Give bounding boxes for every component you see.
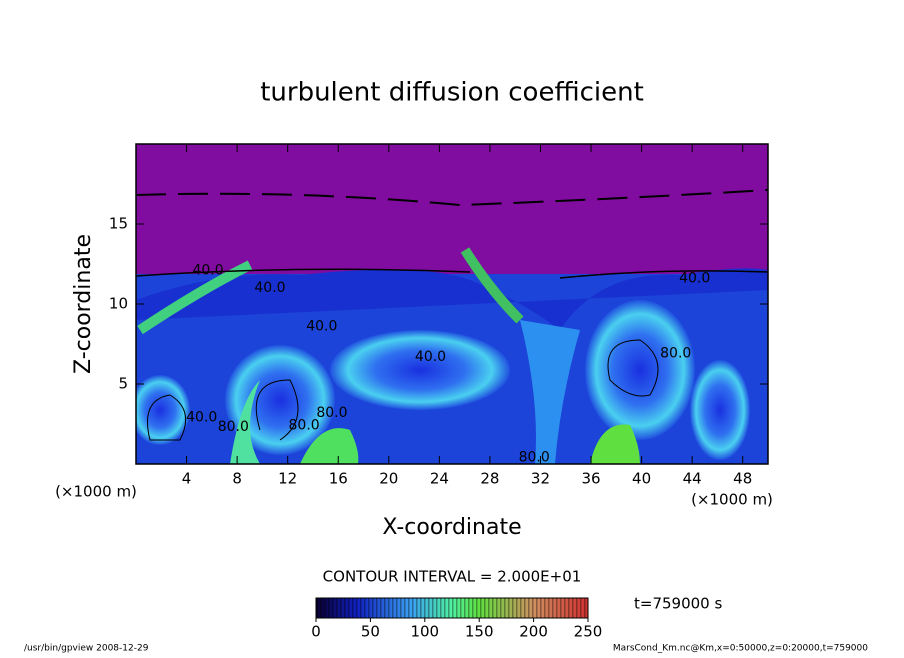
colorbar-tick-label: 50 — [361, 623, 380, 641]
x-tick-label: 44 — [683, 470, 702, 488]
y-unit-label: (×1000 m) — [55, 483, 137, 501]
contour-label: 40.0 — [415, 349, 446, 365]
contour-label: 40.0 — [186, 410, 217, 426]
x-unit-label: (×1000 m) — [691, 491, 773, 509]
y-axis-label: Z-coordinate — [71, 234, 96, 374]
colorbar-frame — [315, 597, 589, 619]
x-tick-label: 8 — [232, 470, 242, 488]
x-axis-label: X-coordinate — [382, 515, 521, 540]
contour-label: 40.0 — [254, 280, 285, 296]
y-tick-label: 15 — [109, 215, 128, 233]
x-tick-label: 12 — [278, 470, 297, 488]
contour-label: 80.0 — [519, 450, 550, 466]
x-tick-label: 36 — [581, 470, 600, 488]
y-tick-label: 10 — [109, 295, 128, 313]
colorbar-tick-label: 100 — [410, 623, 439, 641]
x-tick-label: 40 — [632, 470, 651, 488]
x-tick-label: 28 — [480, 470, 499, 488]
colorbar-tick-label: 250 — [574, 623, 603, 641]
x-tick-label: 24 — [430, 470, 449, 488]
footer-left: /usr/bin/gpview 2008-12-29 — [24, 644, 149, 654]
time-label: t=759000 s — [634, 595, 722, 613]
contour-label: 40.0 — [306, 318, 337, 334]
x-tick-label: 32 — [531, 470, 550, 488]
x-tick-label: 20 — [379, 470, 398, 488]
contour-interval: CONTOUR INTERVAL = 2.000E+01 — [323, 568, 582, 586]
y-tick-label: 5 — [118, 375, 128, 393]
contour-label: 80.0 — [218, 419, 249, 435]
x-tick-label: 4 — [182, 470, 192, 488]
chart-title: turbulent diffusion coefficient — [260, 78, 644, 108]
x-tick-label: 16 — [329, 470, 348, 488]
contour-label: 80.0 — [289, 418, 320, 434]
x-tick-label: 48 — [733, 470, 752, 488]
field — [136, 144, 768, 464]
contour-label: 80.0 — [316, 405, 347, 421]
colorbar-tick-label: 0 — [311, 623, 321, 641]
colorbar-tick-label: 200 — [519, 623, 548, 641]
contour-label: 40.0 — [192, 262, 223, 278]
contour-label: 40.0 — [679, 270, 710, 286]
footer-right: MarsCond_Km.nc@Km,x=0:50000,z=0:20000,t=… — [613, 644, 868, 654]
contour-label: 80.0 — [660, 346, 691, 362]
colorbar-tick-label: 150 — [465, 623, 494, 641]
